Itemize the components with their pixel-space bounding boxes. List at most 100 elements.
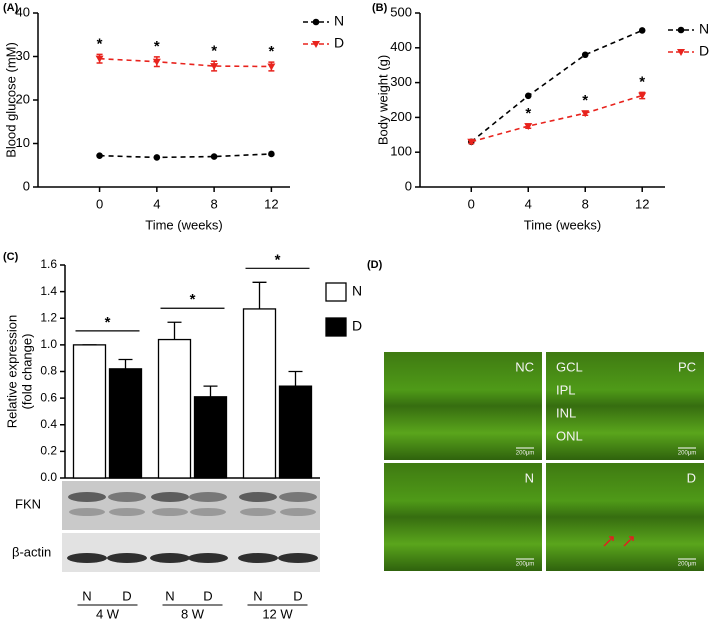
- series-line: [470, 29, 643, 143]
- blot-band: [151, 492, 189, 502]
- x-category-label: 8 W: [181, 606, 205, 621]
- x-category-label: 4 W: [96, 606, 120, 621]
- y-tick-label: 100: [390, 144, 412, 159]
- legend-label: D: [699, 43, 709, 59]
- arrow: [623, 536, 634, 547]
- error-bar: [252, 281, 267, 309]
- y-tick-label: 500: [390, 4, 412, 19]
- image-label: NC: [515, 359, 534, 374]
- legend-swatch: [325, 317, 347, 337]
- blot-band: [152, 508, 188, 516]
- marker: [638, 92, 647, 100]
- blot-band: [240, 508, 276, 516]
- series-line: [99, 153, 272, 159]
- error-bar: [288, 370, 303, 387]
- retina-image: [546, 463, 704, 571]
- x-axis-label: Time (weeks): [145, 217, 223, 232]
- y-tick-label: 0.4: [40, 417, 57, 431]
- x-tick-label: 8: [582, 196, 589, 211]
- bar: [108, 368, 143, 479]
- significance-label: *: [97, 35, 103, 52]
- layer-label: INL: [556, 405, 576, 420]
- y-tick-label: 0: [23, 178, 30, 193]
- y-tick-label: 1.6: [40, 257, 57, 271]
- blot-band: [69, 508, 105, 516]
- legend-swatch: [325, 282, 347, 302]
- marker: [524, 92, 532, 100]
- scale-label: 200μm: [516, 562, 534, 568]
- marker: [677, 26, 685, 34]
- significance-label: *: [211, 42, 217, 59]
- x-tick-label: 12: [264, 196, 278, 211]
- series-line: [471, 94, 643, 143]
- x-tick-label: 4: [153, 196, 160, 211]
- blot-strip: [62, 533, 320, 572]
- bar: [72, 344, 107, 479]
- blot-band: [109, 508, 145, 516]
- panel-label: (C): [3, 251, 19, 263]
- lane-label: N: [165, 588, 174, 603]
- legend-label: D: [334, 35, 344, 51]
- lane-label: N: [82, 588, 91, 603]
- blot-band: [107, 553, 147, 563]
- marker: [638, 27, 646, 34]
- x-category-label: 12 W: [262, 606, 293, 621]
- significance-label: *: [639, 73, 645, 90]
- image-label: D: [687, 470, 696, 485]
- blot-band: [280, 508, 316, 516]
- marker: [210, 63, 219, 71]
- error-bar: [203, 385, 218, 397]
- significance-label: *: [190, 291, 196, 308]
- blot-band: [239, 492, 277, 502]
- y-tick-label: 20: [16, 91, 30, 106]
- series-line: [99, 57, 272, 68]
- significance-label: *: [105, 314, 111, 331]
- panel-label: (B): [372, 2, 388, 14]
- y-axis-label: Body weight (g): [375, 55, 390, 145]
- significance-label: *: [275, 251, 281, 268]
- y-tick-label: 400: [390, 39, 412, 54]
- significance-label: *: [268, 43, 274, 60]
- y-tick-label: 1.4: [40, 284, 57, 298]
- blot-band: [67, 553, 107, 563]
- blot-row-label: β-actin: [12, 544, 51, 559]
- y-tick-label: 10: [16, 135, 30, 150]
- y-tick-label: 0.6: [40, 390, 57, 404]
- error-bar: [167, 321, 182, 340]
- marker: [312, 41, 320, 48]
- retina-image: [546, 352, 704, 460]
- y-tick-label: 0.0: [40, 470, 57, 484]
- marker: [677, 49, 685, 56]
- y-tick-label: 0: [405, 178, 412, 193]
- layer-label: GCL: [556, 359, 583, 374]
- marker: [267, 63, 276, 71]
- blot-band: [108, 492, 146, 502]
- panel-label: (A): [3, 2, 19, 14]
- legend-label: N: [352, 283, 362, 299]
- error-bar: [118, 358, 133, 369]
- y-tick-label: 1.0: [40, 337, 57, 351]
- blot-strip: [62, 481, 320, 530]
- marker: [268, 150, 275, 158]
- scale-label: 200μm: [678, 562, 696, 568]
- bar: [242, 308, 277, 479]
- blot-band: [190, 508, 226, 516]
- marker: [153, 154, 161, 161]
- blot-band: [150, 553, 190, 563]
- retina-image: [384, 463, 542, 571]
- blot-band: [189, 492, 227, 502]
- y-axis-label: (fold change): [19, 334, 34, 410]
- panel-label: (D): [367, 259, 383, 271]
- image-label: PC: [678, 359, 696, 374]
- arrow: [603, 536, 614, 547]
- y-tick-label: 0.8: [40, 364, 57, 378]
- marker: [210, 153, 218, 160]
- scale-label: 200μm: [678, 451, 696, 457]
- x-tick-label: 0: [96, 196, 103, 211]
- legend-label: N: [334, 13, 344, 29]
- legend-label: D: [352, 318, 362, 334]
- marker: [581, 110, 590, 118]
- y-tick-label: 0.2: [40, 444, 57, 458]
- y-tick-label: 200: [390, 109, 412, 124]
